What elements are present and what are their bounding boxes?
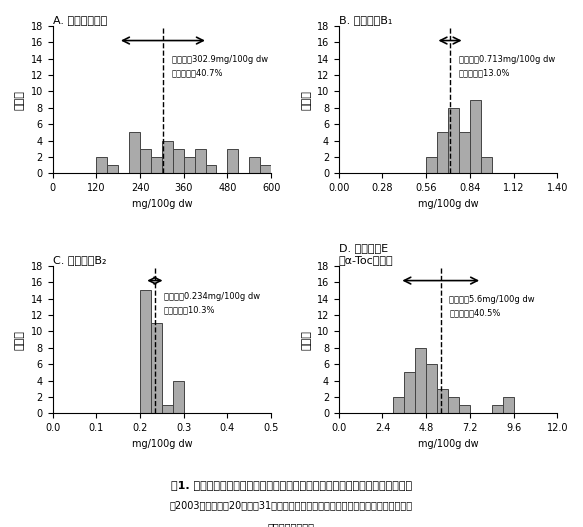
X-axis label: mg/100g dw: mg/100g dw [417, 439, 478, 449]
Bar [503, 397, 514, 414]
Y-axis label: 検体数: 検体数 [301, 90, 311, 110]
Bar [405, 373, 415, 414]
Text: 変動係数：10.3%: 変動係数：10.3% [164, 306, 215, 315]
Text: A. イソフラボン: A. イソフラボン [52, 15, 107, 25]
X-axis label: mg/100g dw: mg/100g dw [132, 199, 192, 209]
Bar [415, 348, 426, 414]
Bar [437, 389, 448, 414]
Bar [470, 100, 481, 173]
Bar [140, 149, 151, 173]
Text: 図1. 各地域より入手した大豆のイソフラボンおよびビタミン類含量の頻度分布: 図1. 各地域より入手した大豆のイソフラボンおよびビタミン類含量の頻度分布 [171, 480, 412, 490]
Text: 平均値：0.713mg/100g dw: 平均値：0.713mg/100g dw [459, 55, 555, 64]
Bar [140, 290, 151, 414]
Y-axis label: 検体数: 検体数 [15, 330, 25, 349]
Bar [107, 165, 118, 173]
Bar [459, 405, 470, 414]
Text: C. ビタミンB₂: C. ビタミンB₂ [52, 255, 106, 265]
X-axis label: mg/100g dw: mg/100g dw [132, 439, 192, 449]
Bar [437, 132, 448, 173]
Bar [491, 405, 503, 414]
Bar [260, 165, 271, 173]
Bar [459, 132, 470, 173]
Bar [129, 132, 140, 173]
Text: 平均値：5.6mg/100g dw: 平均値：5.6mg/100g dw [449, 295, 535, 305]
Bar [173, 380, 184, 414]
Bar [448, 108, 459, 173]
Text: B. ビタミンB₁: B. ビタミンB₁ [339, 15, 392, 25]
Bar [162, 141, 173, 173]
Bar [250, 157, 260, 173]
Text: （2003年産大豆、20品種・31検体の分析結果。点線は平均値を、矢印は標準偏差の: （2003年産大豆、20品種・31検体の分析結果。点線は平均値を、矢印は標準偏差… [170, 501, 413, 511]
Y-axis label: 検体数: 検体数 [301, 330, 311, 349]
Bar [195, 149, 206, 173]
Bar [162, 405, 173, 414]
Text: 平均値：302.9mg/100g dw: 平均値：302.9mg/100g dw [171, 55, 268, 64]
Bar [448, 397, 459, 414]
Bar [173, 149, 184, 173]
Bar [481, 157, 491, 173]
Bar [96, 157, 107, 173]
Y-axis label: 検体数: 検体数 [15, 90, 25, 110]
Text: 大きさを表す。）: 大きさを表す。） [268, 522, 315, 527]
Bar [426, 157, 437, 173]
Text: 平均値：0.234mg/100g dw: 平均値：0.234mg/100g dw [164, 292, 260, 301]
Bar [151, 323, 162, 414]
Text: 変動係数：40.7%: 変動係数：40.7% [171, 69, 223, 77]
Bar [184, 157, 195, 173]
Text: 変動係数：40.5%: 変動係数：40.5% [449, 309, 501, 318]
Bar [151, 157, 162, 173]
Bar [426, 364, 437, 414]
X-axis label: mg/100g dw: mg/100g dw [417, 199, 478, 209]
Text: 変動係数：13.0%: 変動係数：13.0% [459, 69, 510, 77]
Bar [271, 157, 282, 173]
Bar [227, 149, 238, 173]
Bar [206, 165, 216, 173]
Text: D. ビタミンE
（α-Toc当量）: D. ビタミンE （α-Toc当量） [339, 243, 394, 265]
Bar [394, 397, 405, 414]
